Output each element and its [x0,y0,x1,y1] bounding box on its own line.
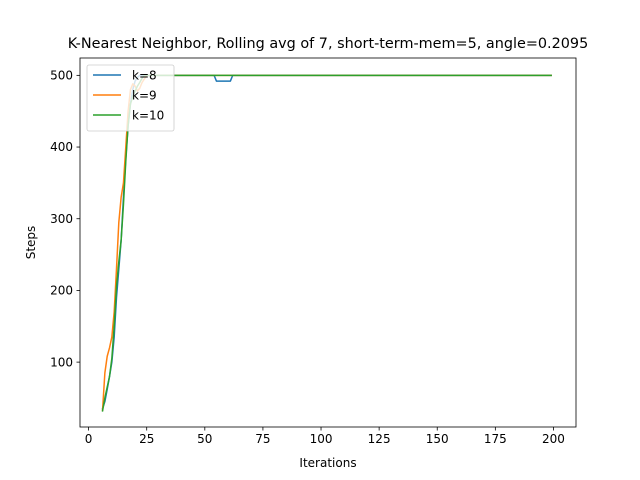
x-tick-label: 25 [139,432,154,446]
x-tick-label: 75 [255,432,270,446]
x-tick-label: 175 [484,432,507,446]
y-axis-ticks: 100 200 300 400 500 [50,69,80,369]
y-tick-label: 300 [50,212,73,226]
y-tick-label: 100 [50,355,73,369]
x-tick-label: 100 [310,432,333,446]
x-tick-label: 0 [85,432,93,446]
legend-label-1: k=8 [132,68,157,82]
y-tick-label: 500 [50,69,73,83]
y-tick-label: 400 [50,140,73,154]
chart-title: K-Nearest Neighbor, Rolling avg of 7, sh… [68,36,589,52]
y-tick-label: 200 [50,284,73,298]
legend: k=8 k=9 k=10 [86,64,175,132]
x-axis-label: Iterations [299,456,356,470]
x-tick-label: 125 [368,432,391,446]
x-tick-label: 150 [426,432,449,446]
legend-label-3: k=10 [132,108,164,122]
legend-label-2: k=9 [132,88,157,102]
x-tick-label: 200 [542,432,565,446]
x-axis-ticks: 0 25 50 75 100 125 150 175 200 [85,427,565,446]
x-tick-label: 50 [197,432,212,446]
y-axis-label: Steps [24,226,38,260]
plot-frame [79,57,577,428]
